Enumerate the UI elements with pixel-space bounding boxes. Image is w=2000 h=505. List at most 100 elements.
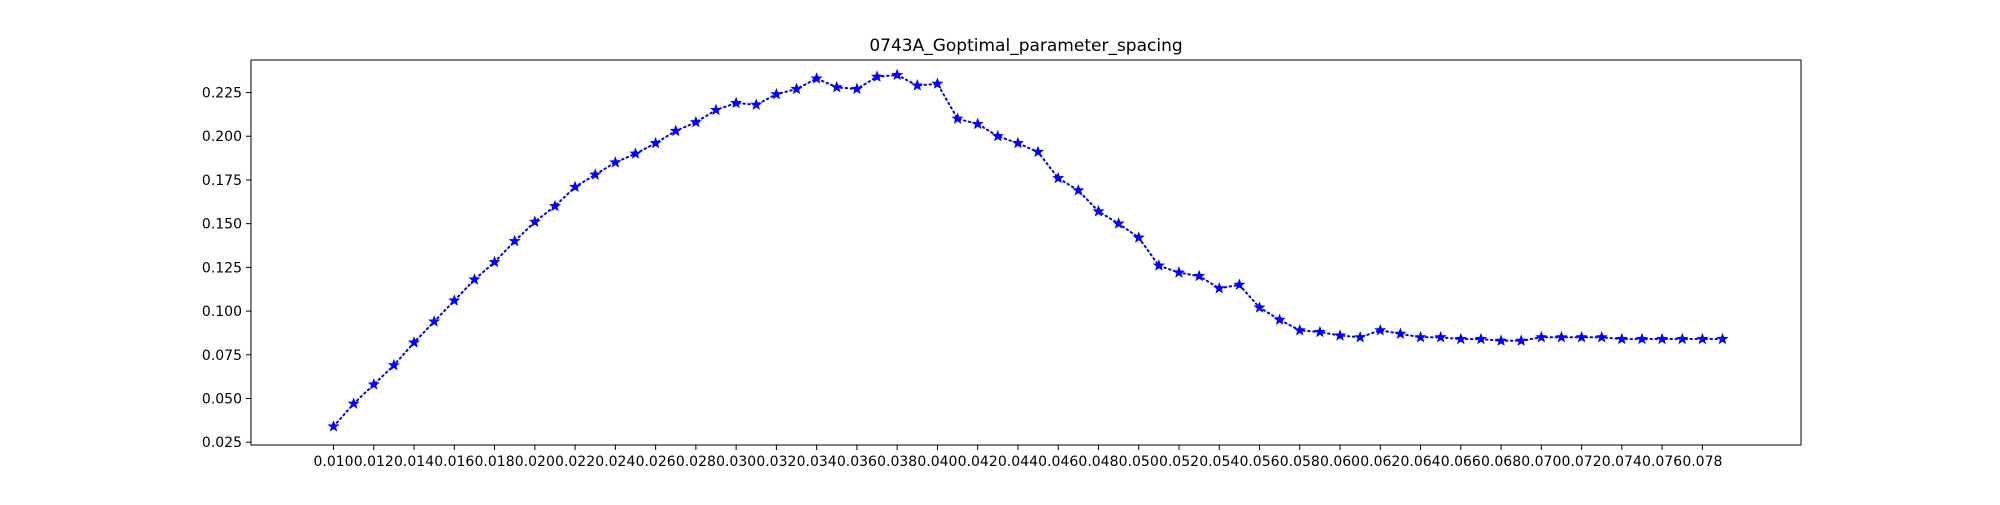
data-point (548, 199, 562, 212)
data-point (790, 82, 803, 95)
x-tick-label: 0.038 (877, 454, 917, 470)
data-point (468, 273, 481, 285)
data-point (1193, 269, 1206, 282)
data-point (1333, 329, 1347, 341)
data-point (830, 80, 843, 93)
data-point (850, 82, 863, 95)
data-point (347, 397, 360, 409)
y-tick-label: 0.150 (202, 217, 242, 233)
data-point (408, 336, 421, 348)
x-tick-label: 0.048 (1078, 454, 1118, 470)
data-point (1575, 330, 1588, 343)
data-point (870, 70, 884, 82)
x-tick-label: 0.064 (1400, 454, 1440, 470)
data-point (649, 136, 662, 149)
data-point (508, 234, 521, 247)
data-point (951, 112, 964, 124)
x-tick-label: 0.070 (1521, 454, 1561, 470)
data-point (387, 358, 400, 371)
chart-title: 0743A_Goptimal_parameter_spacing (869, 36, 1182, 56)
data-point (528, 215, 541, 228)
data-point (1011, 136, 1024, 149)
data-point (1454, 332, 1467, 345)
data-point (1172, 266, 1186, 278)
series-line (332, 74, 1724, 428)
x-tick-label: 0.046 (1038, 454, 1078, 470)
y-tick-label: 0.225 (202, 86, 242, 102)
data-point (810, 72, 823, 84)
x-tick-label: 0.014 (394, 454, 434, 470)
x-tick-label: 0.052 (1159, 454, 1199, 470)
data-point (1273, 313, 1286, 325)
x-tick-label: 0.032 (756, 454, 796, 470)
data-point (1052, 171, 1065, 184)
x-tick-label: 0.040 (917, 454, 957, 470)
data-point (689, 115, 702, 128)
x-axis-ticks: 0.010 0.012 0.014 0.016 0.018 0.020 0.022 0.024… (313, 445, 1722, 470)
x-tick-label: 0.062 (1360, 454, 1400, 470)
data-point (1152, 259, 1165, 271)
data-point (1555, 330, 1568, 343)
data-point (730, 96, 743, 109)
data-point (891, 68, 904, 81)
x-tick-label: 0.026 (636, 454, 676, 470)
data-point (1374, 323, 1387, 336)
data-point (629, 147, 642, 159)
x-tick-label: 0.020 (515, 454, 555, 470)
data-point (1233, 278, 1246, 290)
data-point (589, 168, 602, 180)
x-tick-label: 0.028 (676, 454, 716, 470)
x-tick-label: 0.018 (475, 454, 515, 470)
x-tick-label: 0.044 (998, 454, 1038, 470)
data-point (428, 315, 441, 327)
data-point (609, 156, 622, 168)
data-point (1072, 184, 1085, 196)
data-point (1635, 332, 1649, 345)
data-point (1112, 217, 1125, 229)
data-point (1474, 332, 1487, 345)
data-point (1293, 323, 1306, 336)
data-point (569, 180, 582, 193)
y-tick-label: 0.075 (202, 348, 242, 364)
data-point (931, 77, 944, 89)
data-point (911, 79, 924, 91)
x-tick-label: 0.076 (1642, 454, 1682, 470)
data-point (1354, 330, 1367, 343)
data-point (488, 255, 501, 268)
y-axis-ticks: 0.025 0.050 0.075 0.100 0.125 0.150 0.175 0.200… (202, 86, 251, 451)
data-point (1414, 330, 1427, 343)
x-tick-label: 0.024 (595, 454, 635, 470)
data-point (1495, 334, 1508, 346)
data-point (1676, 332, 1689, 345)
x-tick-label: 0.022 (555, 454, 595, 470)
data-point (971, 117, 984, 130)
plot-area-frame (250, 59, 1802, 446)
y-tick-label: 0.125 (202, 260, 242, 276)
x-tick-label: 0.058 (1280, 454, 1320, 470)
data-point (1595, 330, 1608, 343)
data-point (1132, 231, 1145, 243)
y-tick-label: 0.025 (202, 435, 242, 451)
data-point (1434, 330, 1447, 343)
data-point (1213, 281, 1226, 294)
data-point (669, 124, 682, 137)
x-tick-label: 0.056 (1239, 454, 1279, 470)
x-tick-label: 0.042 (958, 454, 998, 470)
x-tick-label: 0.010 (313, 454, 353, 470)
data-point (1253, 301, 1266, 313)
data-point (327, 420, 340, 432)
x-tick-label: 0.054 (1199, 454, 1239, 470)
data-point (1515, 334, 1528, 346)
x-tick-label: 0.016 (434, 454, 474, 470)
data-point (367, 378, 380, 390)
data-point (770, 87, 783, 100)
x-tick-label: 0.078 (1682, 454, 1722, 470)
data-point (448, 294, 461, 306)
x-tick-label: 0.036 (837, 454, 877, 470)
data-point (1313, 325, 1326, 338)
series-layer (327, 68, 1729, 432)
data-point (1716, 332, 1729, 345)
data-point (1394, 327, 1407, 339)
